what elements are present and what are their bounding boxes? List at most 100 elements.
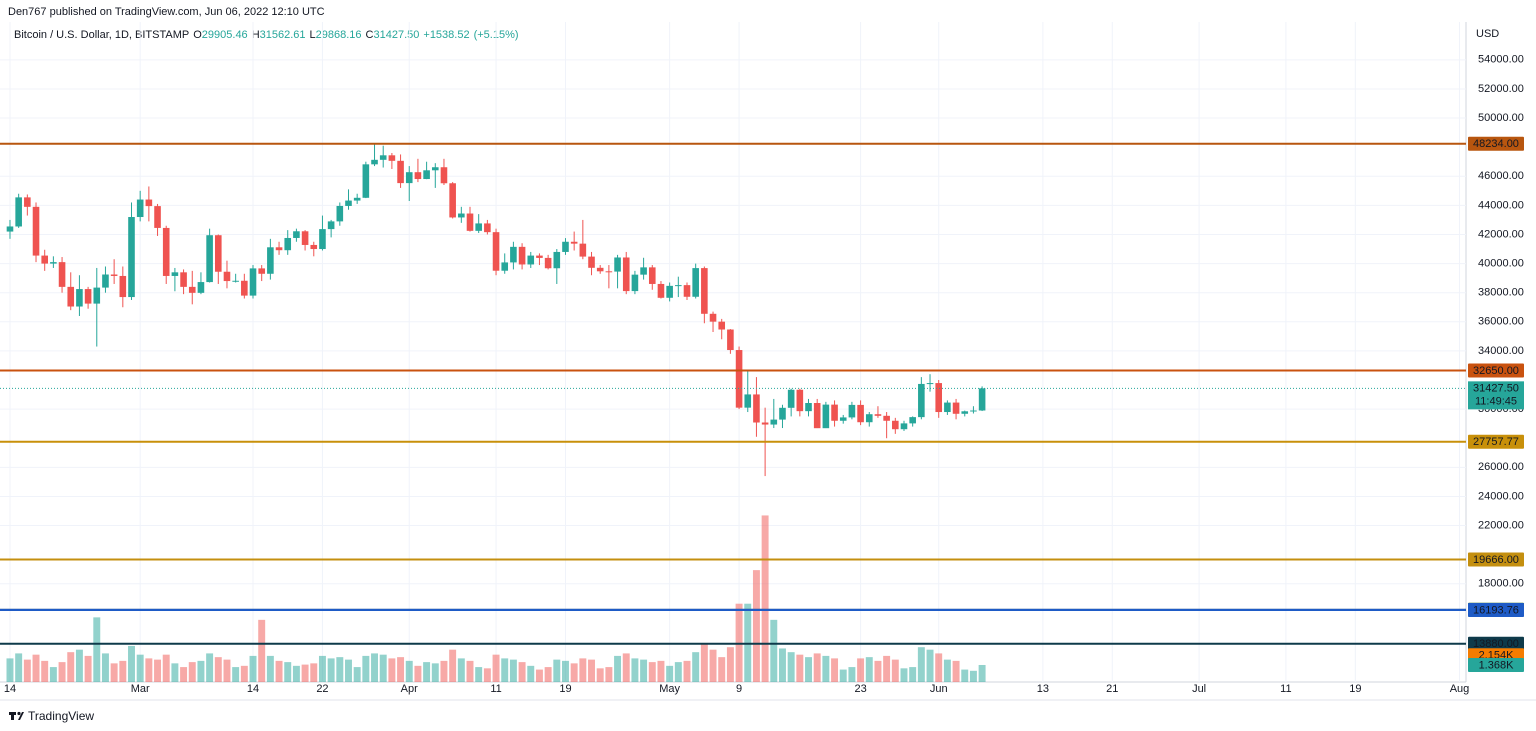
candle-body [275, 247, 283, 251]
volume-bar [457, 658, 465, 682]
volume-bar [857, 658, 865, 682]
level-label-box [1468, 136, 1524, 151]
candle-body [336, 205, 344, 222]
y-tick-label: 54000.00 [1478, 54, 1524, 66]
candle-body [614, 257, 621, 272]
candle-body [102, 274, 109, 288]
candle-body [675, 285, 682, 287]
x-tick-label: 23 [854, 683, 866, 695]
candle-body [145, 199, 153, 207]
volume-bar [388, 658, 396, 682]
volume-bar [110, 663, 118, 682]
candle-body [197, 282, 205, 293]
y-tick-label: 18000.00 [1478, 578, 1524, 590]
volume-bar [952, 660, 960, 682]
volume-bar [128, 645, 135, 682]
change: +1538.52 [423, 29, 469, 41]
candle-body [379, 155, 387, 160]
candle-body [501, 262, 509, 271]
volume-bar [527, 665, 535, 682]
volume-bar [58, 662, 66, 682]
volume-bar [292, 665, 300, 682]
candle-body [770, 419, 778, 425]
symbol-legend: Bitcoin / U.S. Dollar, 1D, BITSTAMP O2990… [14, 29, 519, 41]
candle-body [865, 414, 873, 423]
candle-body [110, 274, 118, 276]
candle-body [701, 268, 708, 314]
candle-body [944, 402, 951, 413]
volume-bar [666, 665, 674, 682]
volume-bar [258, 619, 266, 682]
volume-bar [509, 659, 517, 682]
volume-bar [214, 657, 222, 682]
volume-bar [15, 653, 23, 682]
level-label-box [1468, 363, 1524, 378]
candle-body [188, 286, 196, 293]
candle-body [900, 423, 908, 430]
candle-body [605, 271, 613, 273]
volume-bar [535, 669, 543, 682]
x-tick-label: 14 [4, 683, 16, 695]
volume-bar [49, 667, 57, 682]
candle-body [579, 243, 587, 257]
volume-bar [249, 655, 257, 682]
x-tick-label: 13 [1037, 683, 1049, 695]
candle-body [805, 403, 812, 412]
volume-bar [596, 668, 604, 682]
candle-body [475, 223, 482, 231]
volume-bar [84, 655, 92, 682]
volume-bar [700, 643, 708, 682]
x-tick-label: May [659, 683, 680, 695]
y-tick-label: 40000.00 [1478, 257, 1524, 269]
candle-body [319, 229, 326, 250]
level-label: 19666.00 [1473, 554, 1519, 566]
volume-bar [674, 662, 682, 682]
volume-bar [978, 664, 986, 682]
candle-body [67, 286, 75, 307]
candle-body [536, 255, 543, 258]
volume-bar [839, 669, 847, 682]
volume-bar [23, 659, 31, 682]
volume-bar [909, 667, 917, 682]
candle-body [431, 167, 439, 171]
volume-bar [605, 667, 613, 682]
candle-body [961, 411, 969, 414]
volume-bar [301, 664, 309, 682]
volume-bar [206, 653, 214, 682]
level-label: 16193.76 [1473, 604, 1519, 616]
volume-bar [640, 659, 648, 682]
candle-body [926, 383, 934, 385]
candle-body [458, 213, 465, 218]
candle-body [970, 410, 977, 412]
level-label-box [1468, 552, 1524, 567]
y-tick-label: 24000.00 [1478, 490, 1524, 502]
y-tick-label: 44000.00 [1478, 199, 1524, 211]
candle-body [779, 407, 786, 420]
volume-bar [475, 667, 483, 682]
candle-body [371, 159, 378, 165]
volume-bar [32, 654, 40, 682]
volume-bar [692, 652, 700, 682]
volume-bar [449, 649, 457, 682]
volume-bar [935, 653, 943, 682]
volume-bar [961, 669, 969, 682]
y-tick-label: 22000.00 [1478, 519, 1524, 531]
x-tick-label: Jun [930, 683, 948, 695]
candle-body [223, 271, 231, 282]
volume-bar [483, 668, 491, 682]
candle-body [935, 383, 943, 413]
volume-bar [266, 655, 274, 682]
volume-bar [544, 667, 552, 682]
volume-bar [336, 657, 344, 682]
candle-body [640, 267, 647, 275]
publisher-line: Den767 published on TradingView.com, Jun… [8, 6, 325, 18]
candle-body [414, 172, 422, 180]
candle-body [918, 383, 925, 418]
x-tick-label: Apr [401, 683, 418, 695]
x-tick-label: 14 [247, 683, 259, 695]
volume-label: 1.368K [1479, 659, 1515, 671]
volume-bar [492, 654, 500, 682]
candle-body [50, 262, 57, 264]
x-tick-label: 11 [490, 683, 501, 695]
countdown-label: 11:49:45 [1475, 395, 1517, 407]
